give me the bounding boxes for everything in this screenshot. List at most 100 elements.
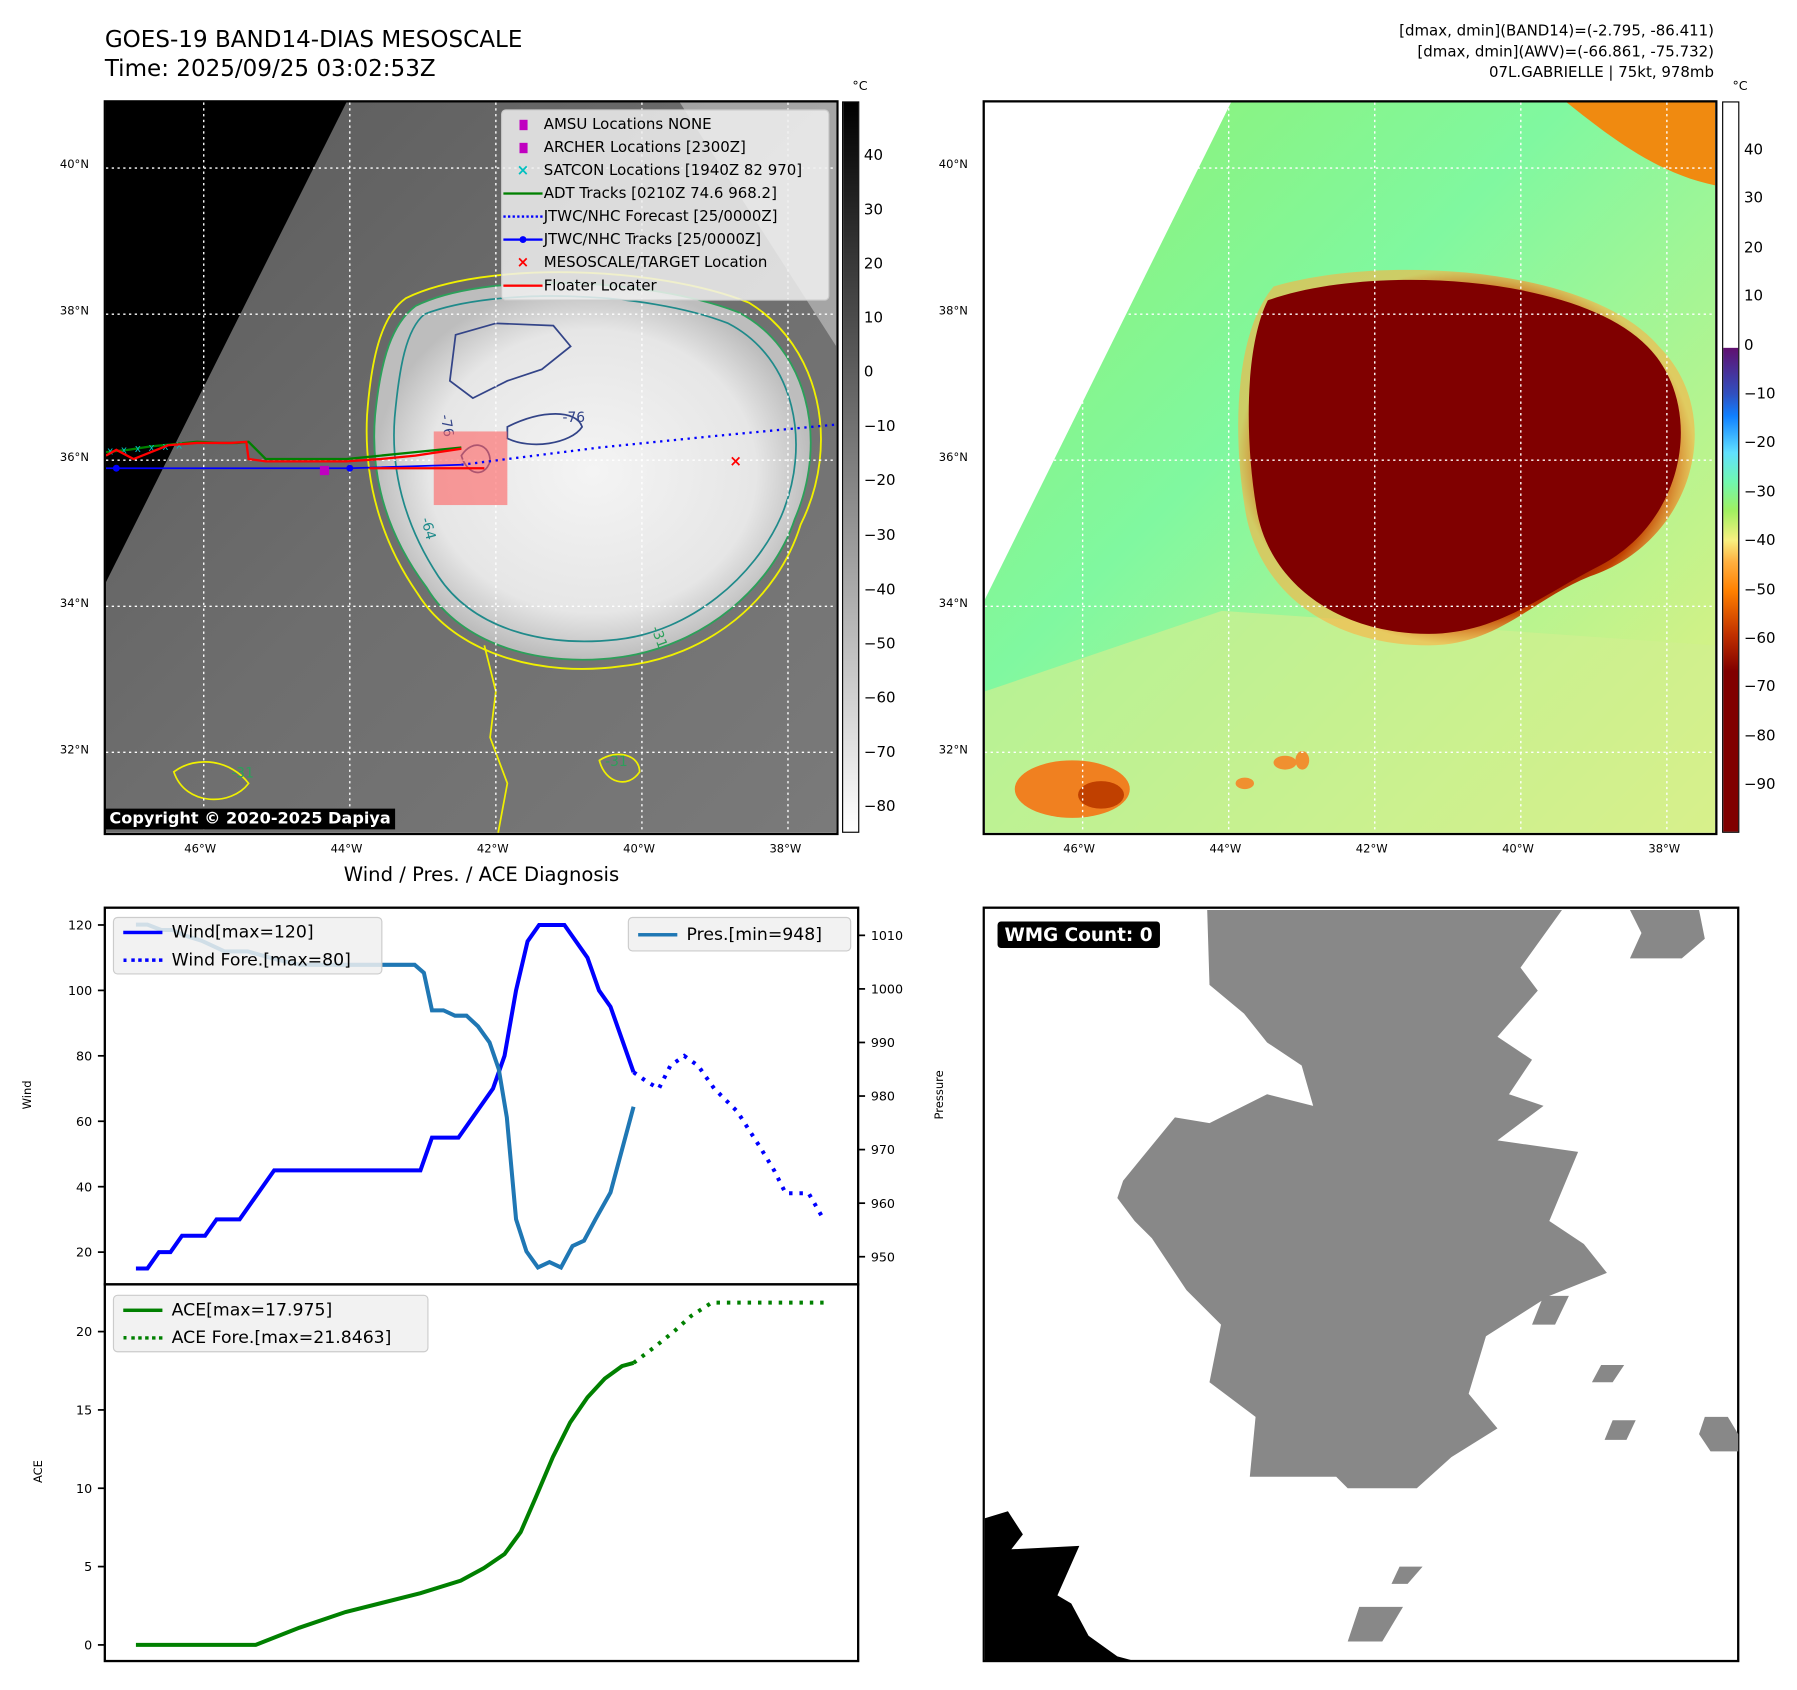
legend-item-satcon: × SATCON Locations [1940Z 82 970] (502, 159, 828, 182)
lon-label: 44°W (330, 843, 363, 856)
wmg-panel (982, 906, 1740, 1663)
colorbar-tick: 10 (863, 310, 883, 328)
lon-label: 46°W (1063, 843, 1096, 856)
svg-text:x: x (135, 443, 141, 455)
ace-legend: ACE[max=17.975] ACE Fore.[max=21.8463] (112, 1294, 429, 1353)
legend-item-wind: Wind[max=120] (114, 920, 381, 943)
colorbar-unit: °C (1732, 78, 1748, 94)
ace-forecast-line (632, 1300, 824, 1365)
tick-label: 120 (68, 918, 92, 933)
legend-item-archer: ARCHER Locations [2300Z] (502, 136, 828, 159)
lat-label: 32°N (938, 744, 968, 757)
colorbar-tick: −80 (1743, 727, 1776, 746)
svg-text:x: x (149, 442, 155, 454)
line-icon (502, 284, 543, 287)
line-icon (114, 930, 172, 934)
jtwc-forecast (461, 423, 837, 466)
contour-label: -31 (605, 754, 628, 770)
lon-label: 46°W (184, 843, 217, 856)
legend-label: Floater Locater (543, 277, 657, 295)
colorbar-tick: −20 (1743, 434, 1776, 452)
legend-item-tracks: JTWC/NHC Tracks [25/0000Z] (502, 228, 828, 251)
wmg-region (1117, 910, 1607, 1489)
color-ir-map-image (984, 102, 1716, 833)
legend-item-forecast: JTWC/NHC Forecast [25/0000Z] (502, 205, 828, 228)
lat-label: 32°N (59, 744, 89, 757)
tick-label: 100 (68, 983, 92, 998)
legend-label: MESOSCALE/TARGET Location (543, 253, 768, 272)
lon-label: 40°W (623, 843, 655, 856)
tick-label: 5 (84, 1559, 92, 1574)
tick-label: 990 (871, 1035, 895, 1050)
pressure-axis-label: Pressure (934, 1070, 947, 1120)
lat-label: 36°N (938, 451, 968, 465)
title-time: Time: 2025/09/25 03:02:53Z (104, 54, 436, 82)
lat-label: 34°N (938, 597, 968, 611)
lat-label: 40°N (59, 158, 89, 172)
tick-label: 0 (84, 1638, 92, 1653)
legend-label: ARCHER Locations [2300Z] (543, 138, 746, 157)
lon-label: 44°W (1209, 843, 1242, 856)
legend-item-floater: Floater Locater (502, 274, 828, 297)
legend-label: JTWC/NHC Forecast [25/0000Z] (543, 207, 778, 226)
legend-label: ADT Tracks [0210Z 74.6 968.2] (543, 184, 777, 203)
tick-label: 40 (76, 1179, 92, 1194)
svg-text:x: x (176, 440, 182, 452)
svg-text:x: x (121, 444, 127, 456)
target-marker: × (729, 452, 742, 470)
wmg-count-badge: WMG Count: 0 (997, 921, 1160, 949)
lat-label: 36°N (59, 451, 89, 465)
colorbar-tick: −90 (1743, 776, 1776, 794)
lon-label: 42°W (1355, 843, 1388, 856)
graticule (984, 102, 1716, 833)
dotted-line-icon (114, 1335, 172, 1340)
legend-item-ace-fore: ACE Fore.[max=21.8463] (114, 1326, 427, 1349)
legend-item-amsu: AMSU Locations NONE (502, 113, 828, 136)
colorbar-tick: −60 (1743, 630, 1776, 648)
legend-item-pressure: Pres.[min=948] (629, 923, 850, 946)
tick-label: 960 (871, 1196, 895, 1211)
legend-label: Wind Fore.[max=80] (171, 949, 351, 970)
wind-line (135, 922, 636, 1271)
colorbar-tick: 40 (863, 147, 883, 165)
tick-label: 80 (76, 1048, 92, 1063)
legend-item-wind-fore: Wind Fore.[max=80] (114, 948, 381, 971)
no-data-region (984, 102, 1231, 600)
lat-label: 38°N (938, 305, 968, 318)
wind-axis-label: Wind (21, 1080, 35, 1110)
ace-line (135, 1360, 635, 1647)
legend-item-ace: ACE[max=17.975] (114, 1298, 427, 1321)
lat-label: 40°N (938, 158, 968, 172)
square-marker-icon (502, 142, 543, 153)
ace-axis-label: ACE (32, 1460, 46, 1484)
color-ir-map-panel (982, 100, 1718, 836)
colorbar-tick: −60 (863, 689, 896, 708)
title-product: GOES-19 BAND14-DIAS MESOSCALE (104, 25, 523, 53)
legend-label: Pres.[min=948] (686, 923, 823, 945)
legend-label: Wind[max=120] (171, 921, 314, 943)
square-marker-icon (502, 119, 543, 130)
colorbar-tick: 40 (1743, 141, 1764, 159)
info-band14: [dmax, dmin](BAND14)=(-2.795, -86.411) (1399, 23, 1715, 41)
ace-panel-frame (103, 1283, 860, 1663)
lon-label: 42°W (476, 843, 509, 856)
colorbar-tick: −40 (863, 581, 896, 599)
pressure-line (135, 922, 636, 1271)
storm-cloud-shield (374, 282, 811, 660)
tick-label: 10 (76, 1481, 92, 1496)
x-marker-icon: × (516, 253, 530, 272)
colorbar-tick: −40 (1743, 532, 1776, 550)
chart-title: Wind / Pres. / ACE Diagnosis (343, 863, 620, 887)
colorbar-tick: −10 (863, 418, 896, 436)
colorbar-tick: −20 (863, 472, 896, 491)
info-awv: [dmax, dmin](AWV)=(-66.861, -75.732) (1417, 43, 1715, 62)
colorbar-tick: −80 (863, 798, 896, 816)
colorbar-tick: 30 (1743, 190, 1764, 208)
legend-label: ACE Fore.[max=21.8463] (171, 1326, 392, 1348)
legend-item-adt: ADT Tracks [0210Z 74.6 968.2] (502, 182, 828, 205)
jtwc-track (105, 463, 462, 470)
legend-label: ACE[max=17.975] (171, 1299, 333, 1321)
tick-label: 970 (871, 1142, 895, 1157)
line-dot-icon (502, 236, 543, 244)
